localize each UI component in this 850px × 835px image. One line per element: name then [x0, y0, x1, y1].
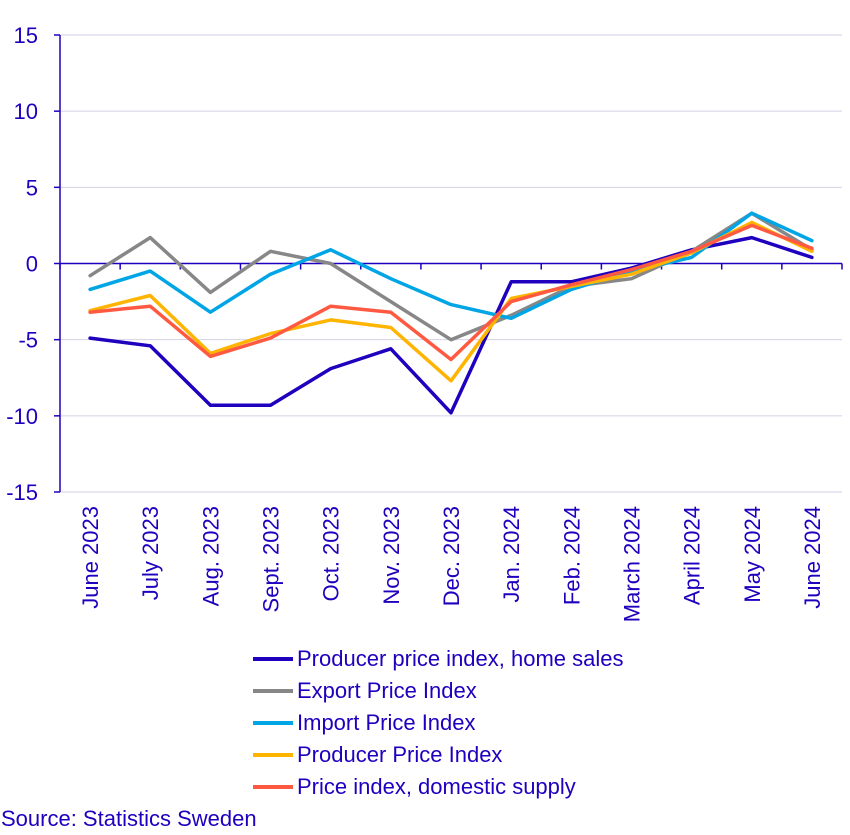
legend-item: Export Price Index: [253, 675, 624, 707]
y-tick-label: 15: [14, 23, 38, 48]
series-line: [88, 223, 814, 362]
x-tick-label: Aug. 2023: [198, 506, 223, 606]
x-tick-label: May 2024: [740, 506, 765, 603]
x-tick-label: April 2024: [680, 506, 705, 605]
legend-swatch: [253, 689, 293, 693]
y-tick-label: -10: [6, 404, 38, 429]
y-tick-label: -5: [18, 328, 38, 353]
y-tick-label: -15: [6, 480, 38, 505]
y-tick-label: 5: [26, 175, 38, 200]
x-tick-label: Oct. 2023: [319, 506, 344, 601]
legend-label: Export Price Index: [297, 678, 477, 703]
y-tick-label: 0: [26, 252, 38, 277]
legend-label: Producer Price Index: [297, 742, 503, 767]
y-tick-label: 10: [14, 99, 38, 124]
legend: Producer price index, home sales Export …: [253, 643, 624, 803]
legend-item: Producer Price Index: [253, 739, 624, 771]
legend-label: Producer price index, home sales: [297, 646, 624, 671]
x-tick-label: Sept. 2023: [259, 506, 284, 612]
x-tick-label: Nov. 2023: [379, 506, 404, 605]
legend-item: Price index, domestic supply: [253, 771, 624, 803]
x-tick-label: Feb. 2024: [559, 506, 584, 605]
x-tick-label: March 2024: [619, 506, 644, 622]
legend-label: Price index, domestic supply: [297, 774, 576, 799]
series-line: [88, 211, 814, 321]
legend-swatch: [253, 721, 293, 725]
legend-swatch: [253, 785, 293, 789]
legend-label: Import Price Index: [297, 710, 476, 735]
x-tick-label: Dec. 2023: [439, 506, 464, 606]
legend-item: Producer price index, home sales: [253, 643, 624, 675]
x-tick-label: July 2023: [138, 506, 163, 600]
x-tick-label: Jan. 2024: [499, 506, 524, 603]
legend-item: Import Price Index: [253, 707, 624, 739]
x-tick-label: June 2024: [800, 506, 825, 609]
line-chart: 15 10 5 0 -5 -10 -15 June 2023 July 2023 Aug. 202…: [6, 23, 843, 622]
series-line: [88, 211, 814, 342]
source-note: Source: Statistics Sweden: [1, 806, 257, 831]
x-tick-label: June 2023: [78, 506, 103, 609]
legend-swatch: [253, 753, 293, 757]
legend-swatch: [253, 657, 293, 661]
